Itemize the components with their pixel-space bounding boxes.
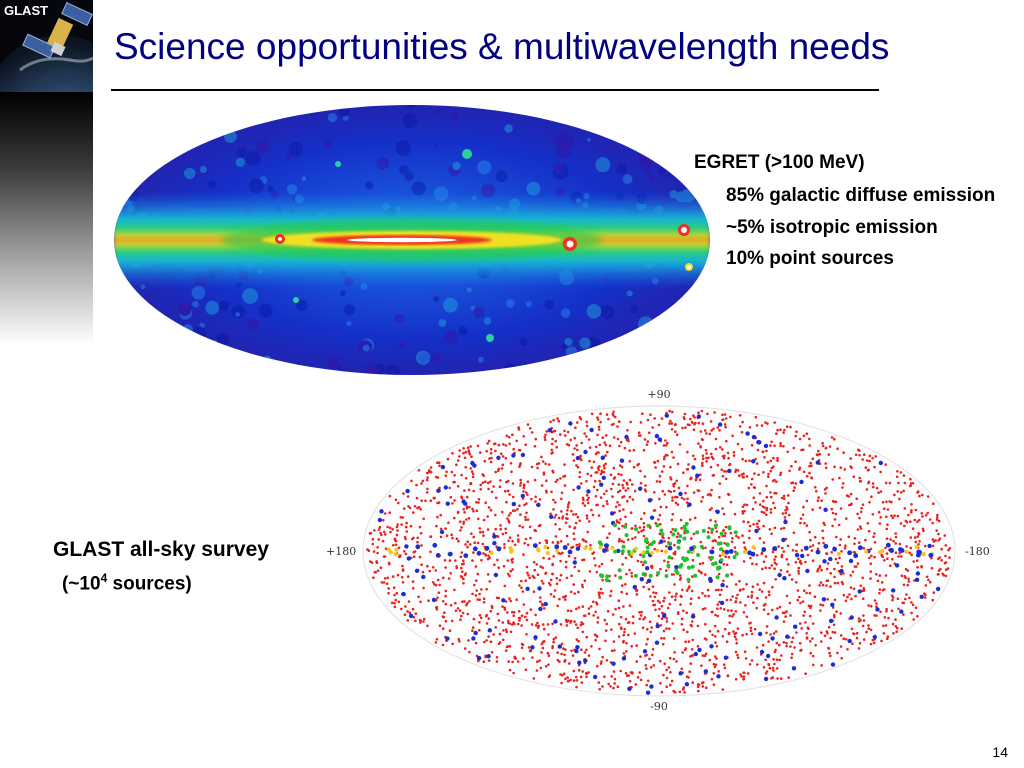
egret-item-diffuse: 85% galactic diffuse emission [726, 184, 996, 206]
axis-label-top: +90 [647, 388, 670, 401]
survey-label: GLAST all-sky survey [53, 538, 269, 561]
satellite-icon [22, 1, 93, 59]
axis-label-bottom: -90 [650, 700, 668, 713]
axis-label-right: -180 [965, 545, 990, 558]
glast-survey-map: +90 -90 +180 -180 [322, 384, 992, 719]
egret-sky-map [112, 104, 712, 381]
left-gradient-strip [0, 92, 93, 344]
egret-summary: EGRET (>100 MeV) 85% galactic diffuse em… [694, 152, 1014, 280]
axis-label-left: +180 [326, 545, 356, 558]
source-dots [366, 409, 952, 695]
survey-source-count: (~104 sources) [62, 571, 192, 595]
bright-sources [275, 149, 693, 342]
page-number: 14 [992, 744, 1008, 760]
egret-item-point-sources: 10% point sources [726, 248, 894, 270]
title-divider [111, 89, 879, 91]
egret-heading: EGRET (>100 MeV) [694, 152, 865, 173]
page-title: Science opportunities & multiwavelength … [114, 26, 890, 67]
svg-text:GLAST: GLAST [4, 3, 48, 18]
glast-logo: GLAST [0, 0, 93, 92]
egret-item-isotropic: ~5% isotropic emission [726, 216, 938, 238]
